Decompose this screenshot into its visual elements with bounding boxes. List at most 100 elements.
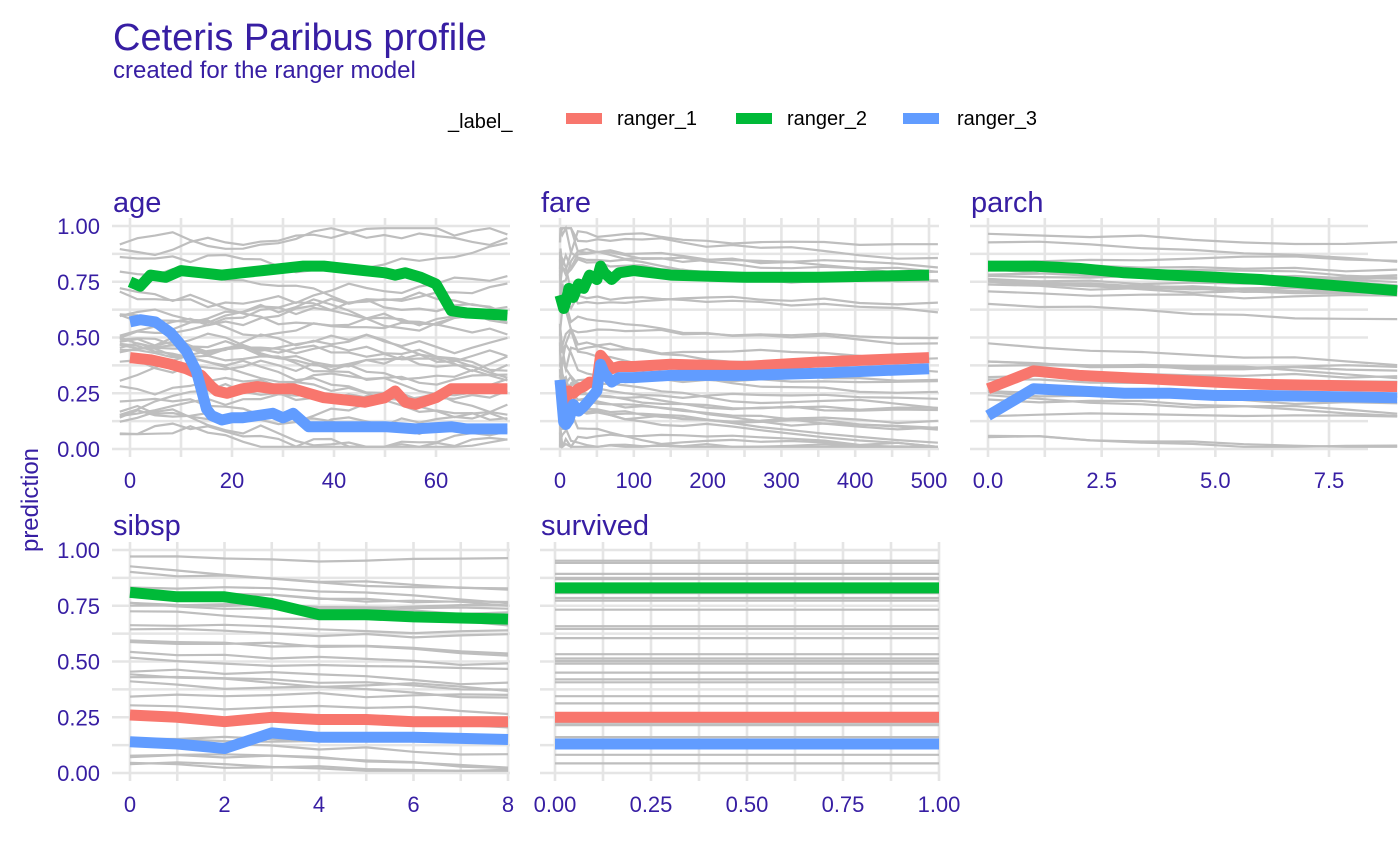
background-profile-line <box>987 412 1398 418</box>
background-profile-line <box>119 372 508 396</box>
series-line-ranger-3 <box>129 727 509 754</box>
background-profile-line <box>129 586 509 605</box>
y-tick-label: 1.00 <box>57 538 100 563</box>
x-tick-label: 2.5 <box>1086 468 1117 493</box>
y-tick-label: 0.00 <box>57 761 100 786</box>
x-tick-label: 5.0 <box>1200 468 1231 493</box>
x-tick-label: 0.0 <box>973 468 1004 493</box>
chart-subtitle: created for the ranger model <box>113 57 416 84</box>
panel-survived: survived 0.00 0.25 0.50 0.75 1.00 <box>534 510 961 817</box>
background-profile-line <box>987 290 1398 300</box>
background-profile-line <box>129 704 509 716</box>
background-profile-line <box>129 570 509 591</box>
x-tick-label: 1.00 <box>918 792 961 817</box>
legend-title: _label_ <box>447 111 513 133</box>
x-tick-label: 500 <box>911 468 948 493</box>
x-tick-label: 40 <box>322 468 346 493</box>
legend-swatch-ranger-2 <box>736 113 772 124</box>
background-profile-line <box>129 601 509 610</box>
background-profile-line <box>559 420 938 448</box>
x-tick-label: 200 <box>689 468 726 493</box>
legend: _label_ ranger_1 ranger_2 ranger_3 <box>447 108 1037 133</box>
background-profile-line <box>560 227 939 273</box>
background-profile-line <box>129 650 509 667</box>
chart-title: Ceteris Paribus profile <box>113 17 487 59</box>
y-tick-label: 0.75 <box>57 270 100 295</box>
y-tick-label: 0.25 <box>57 705 100 730</box>
x-tick-label: 100 <box>615 468 652 493</box>
series-line-ranger-2 <box>988 260 1398 297</box>
y-tick-label: 0.50 <box>57 326 100 351</box>
panel-sibsp: sibsp 0.00 0.25 0.50 0.75 1.00 0 2 4 6 8 <box>57 510 514 817</box>
series-line-ranger-1 <box>985 365 1398 394</box>
background-profile-line <box>987 302 1398 321</box>
background-profile-line <box>987 255 1398 265</box>
legend-label-ranger-3: ranger_3 <box>957 108 1037 130</box>
series-line-ranger-3 <box>128 314 508 435</box>
background-profile-line <box>558 229 938 272</box>
x-tick-label: 7.5 <box>1314 468 1345 493</box>
series-line-ranger-2 <box>129 586 509 625</box>
panel-title-age: age <box>113 187 161 219</box>
background-profile-line <box>119 287 508 327</box>
x-tick-label: 60 <box>424 468 448 493</box>
y-tick-label: 1.00 <box>57 214 100 239</box>
series-line-ranger-3 <box>985 383 1398 421</box>
background-profile-line <box>129 668 509 686</box>
y-axis-label: prediction <box>17 448 44 552</box>
series-line-ranger-1 <box>129 709 508 728</box>
x-tick-label: 6 <box>407 792 419 817</box>
legend-swatch-ranger-3 <box>903 113 939 124</box>
background-profile-line <box>119 425 508 448</box>
x-tick-label: 4 <box>313 792 325 817</box>
background-profile-line <box>558 349 938 400</box>
y-tick-label: 0.25 <box>57 381 100 406</box>
background-profile-line <box>119 422 508 448</box>
panel-title-sibsp: sibsp <box>113 510 181 542</box>
legend-label-ranger-2: ranger_2 <box>787 108 867 130</box>
x-tick-label: 0.50 <box>726 792 769 817</box>
background-profile-line <box>129 656 509 670</box>
background-profile-line <box>119 408 508 448</box>
x-tick-label: 20 <box>220 468 244 493</box>
background-profile-line <box>119 275 508 309</box>
panel-title-parch: parch <box>971 187 1044 219</box>
background-profile-line <box>987 240 1398 263</box>
background-profile-line <box>987 360 1398 372</box>
x-tick-label: 0.25 <box>630 792 673 817</box>
background-profile-line <box>558 374 939 411</box>
background-profile-line <box>129 639 509 655</box>
x-tick-label: 2 <box>218 792 230 817</box>
background-profile-line <box>129 627 509 639</box>
x-tick-label: 0 <box>554 468 566 493</box>
panel-parch: parch 0.0 2.5 5.0 7.5 <box>970 187 1398 493</box>
background-profile-line <box>129 691 509 699</box>
background-profile-line <box>558 306 938 340</box>
background-profile-line <box>119 298 508 327</box>
background-profile-line <box>129 623 509 635</box>
x-tick-label: 400 <box>837 468 874 493</box>
background-profile-line <box>987 280 1398 294</box>
y-tick-label: 0.75 <box>57 594 100 619</box>
x-tick-label: 0 <box>124 468 136 493</box>
background-profile-line <box>129 673 509 692</box>
background-profile-line <box>987 434 1398 448</box>
background-profile-line <box>129 555 509 563</box>
series-line-ranger-2 <box>127 260 508 321</box>
background-profile-line <box>558 344 938 411</box>
background-profile-line <box>987 398 1398 417</box>
background-profile-line <box>119 305 508 332</box>
background-profile-line <box>558 344 938 374</box>
panel-fare: fare 0 100 200 300 400 500 <box>540 187 947 493</box>
background-profile-line <box>987 232 1398 246</box>
background-profile-line <box>119 227 508 257</box>
legend-label-ranger-1: ranger_1 <box>617 108 697 130</box>
x-tick-label: 0 <box>124 792 136 817</box>
background-profile-line <box>129 753 509 770</box>
background-profile-line <box>119 297 508 337</box>
x-tick-label: 300 <box>763 468 800 493</box>
background-profile-line <box>129 761 509 772</box>
y-tick-label: 0.50 <box>57 650 100 675</box>
